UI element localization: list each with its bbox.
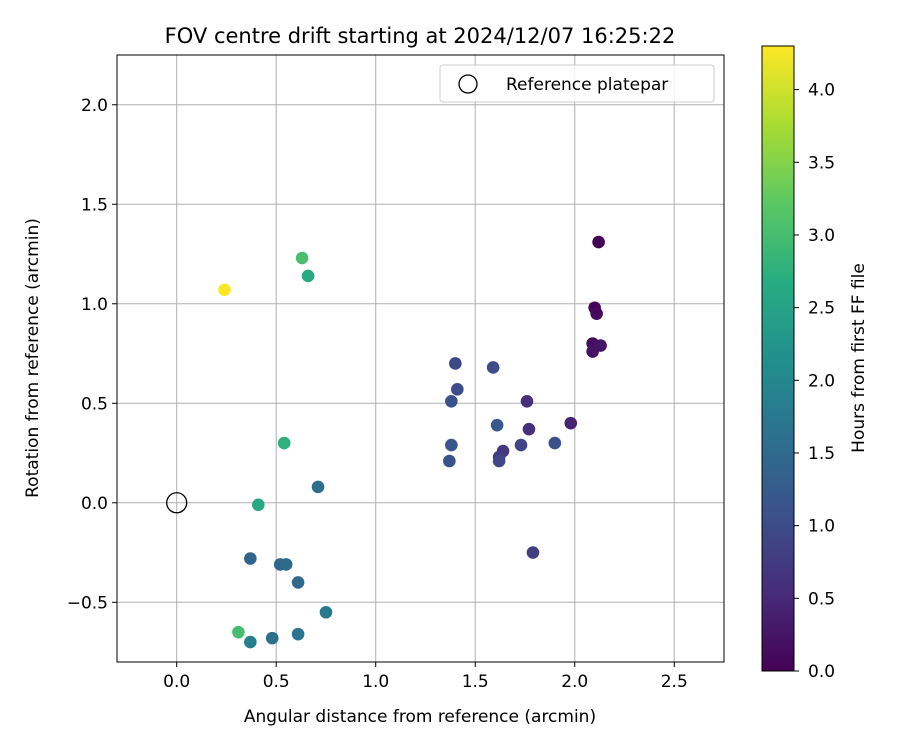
y-tick-label: 0.0	[81, 494, 108, 514]
data-point	[311, 480, 325, 494]
x-tick-label: 2.0	[561, 672, 588, 692]
legend-label: Reference platepar	[506, 75, 668, 95]
legend: Reference platepar	[439, 64, 715, 103]
colorbar-tick-label: 3.0	[808, 226, 835, 246]
data-point	[443, 454, 456, 468]
data-point	[279, 558, 293, 571]
colorbar-tick-label: 0.5	[808, 589, 835, 609]
x-tick-label: 0.5	[263, 672, 290, 692]
data-point	[252, 498, 265, 512]
data-point	[218, 283, 231, 297]
data-point	[301, 269, 315, 283]
colorbar-label: Hours from first FF file	[849, 263, 869, 453]
chart-title: FOV centre drift starting at 2024/12/07 …	[165, 24, 676, 48]
y-tick-label: 0.5	[81, 394, 108, 414]
x-axis-ticks: 0.0 0.5 1.0 1.5 2.0 2.5	[163, 662, 688, 692]
colorbar-ticks: 0.0 0.5 1.0 1.5 2.0 2.5 3.0 3.5 4.0	[794, 81, 835, 682]
data-point	[486, 361, 500, 374]
data-point	[232, 625, 245, 639]
colorbar-tick-label: 0.0	[808, 662, 835, 682]
data-point	[526, 546, 540, 559]
data-point	[522, 422, 536, 436]
x-tick-label: 1.5	[462, 672, 489, 692]
colorbar-tick-label: 2.0	[808, 371, 835, 391]
plot-frame	[116, 54, 725, 663]
data-point	[295, 251, 309, 265]
y-tick-label: −0.5	[67, 593, 108, 613]
data-point	[520, 394, 534, 408]
data-point	[445, 438, 458, 452]
x-tick-label: 1.0	[362, 672, 389, 692]
data-point	[319, 605, 333, 619]
reference-point	[166, 492, 188, 514]
y-tick-label: 1.5	[81, 195, 108, 215]
data-point	[590, 307, 603, 321]
data-points	[166, 235, 607, 649]
data-point	[277, 436, 291, 450]
data-point	[564, 416, 578, 430]
y-tick-label: 1.0	[81, 295, 108, 315]
data-point	[514, 438, 528, 452]
data-point	[291, 627, 305, 641]
y-tick-label: 2.0	[81, 96, 108, 116]
data-point	[490, 418, 504, 432]
data-point	[492, 454, 506, 468]
data-point	[449, 357, 462, 370]
data-point	[592, 235, 605, 249]
colorbar-tick-label: 1.5	[808, 444, 835, 464]
x-axis-label: Angular distance from reference (arcmin)	[244, 707, 596, 727]
y-axis-ticks: −0.5 0.0 0.5 1.0 1.5 2.0	[67, 96, 117, 613]
legend-reference-marker	[458, 74, 478, 94]
data-point	[548, 436, 562, 450]
y-axis-label: Rotation from reference (arcmin)	[23, 218, 43, 498]
x-tick-label: 0.0	[163, 672, 190, 692]
colorbar	[761, 45, 795, 672]
colorbar-tick-label: 2.5	[808, 299, 835, 319]
legend-box	[439, 64, 715, 103]
data-point	[451, 383, 464, 396]
data-point	[291, 576, 305, 589]
data-point	[594, 339, 607, 352]
data-point	[244, 635, 257, 649]
data-point	[265, 631, 279, 645]
colorbar-tick-label: 1.0	[808, 517, 835, 537]
data-point	[445, 394, 458, 408]
grid	[117, 55, 724, 662]
data-point	[244, 552, 257, 565]
x-tick-label: 2.5	[661, 672, 688, 692]
colorbar-tick-label: 4.0	[808, 81, 835, 101]
colorbar-tick-label: 3.5	[808, 153, 835, 173]
